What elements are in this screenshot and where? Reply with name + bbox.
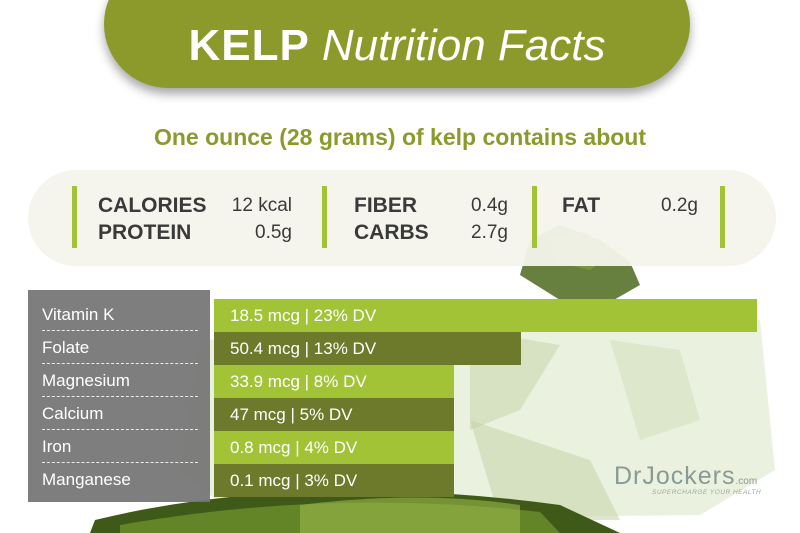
fat-label: FAT bbox=[562, 194, 601, 217]
nutrient-label: Manganese bbox=[42, 470, 131, 489]
fiber-label: FIBER bbox=[354, 194, 417, 217]
logo-text: DrJockers bbox=[614, 462, 736, 490]
protein-value: 0.5g bbox=[255, 222, 292, 243]
macro-divider bbox=[720, 186, 725, 248]
carbs-label: CARBS bbox=[354, 221, 429, 244]
bar-value-label: 0.1 mcg | 3% DV bbox=[230, 471, 358, 490]
bar-value-label: 18.5 mcg | 23% DV bbox=[230, 306, 377, 325]
nutrient-bar bbox=[214, 332, 521, 365]
drjockers-logo: DrJockers.com SUPERCHARGE YOUR HEALTH bbox=[614, 462, 764, 496]
title-kelp: KELP bbox=[188, 21, 310, 70]
serving-subtitle: One ounce (28 grams) of kelp contains ab… bbox=[153, 124, 647, 150]
logo-suffix: .com bbox=[735, 476, 758, 487]
macro-divider bbox=[322, 186, 327, 248]
fiber-value: 0.4g bbox=[471, 195, 508, 216]
fat-value: 0.2g bbox=[661, 195, 698, 216]
page-title: KELP Nutrition Facts bbox=[104, 16, 690, 76]
bar-value-label: 47 mcg | 5% DV bbox=[230, 405, 353, 424]
nutrient-bar bbox=[214, 431, 454, 464]
macro-divider bbox=[72, 186, 77, 248]
nutrient-bar bbox=[214, 398, 454, 431]
nutrient-label: Vitamin K bbox=[42, 304, 198, 331]
nutrient-bar bbox=[214, 299, 757, 332]
protein-label: PROTEIN bbox=[98, 221, 192, 244]
nutrient-label: Iron bbox=[42, 436, 198, 463]
nutrient-label: Calcium bbox=[42, 403, 198, 430]
nutrient-bar bbox=[214, 365, 454, 398]
bar-value-label: 50.4 mcg | 13% DV bbox=[230, 339, 377, 358]
calories-label: CALORIES bbox=[98, 194, 207, 217]
nutrient-label: Magnesium bbox=[42, 370, 198, 397]
macro-summary-panel bbox=[28, 170, 776, 266]
carbs-value: 2.7g bbox=[471, 222, 508, 243]
logo-tagline: SUPERCHARGE YOUR HEALTH bbox=[652, 489, 762, 496]
bar-value-label: 33.9 mcg | 8% DV bbox=[230, 372, 367, 391]
nutrient-bar bbox=[214, 464, 454, 497]
macro-divider bbox=[532, 186, 537, 248]
title-nutrition-facts: Nutrition Facts bbox=[321, 21, 606, 70]
bar-value-label: 0.8 mcg | 4% DV bbox=[230, 438, 358, 457]
nutrient-label: Folate bbox=[42, 337, 198, 364]
title-banner bbox=[104, 0, 690, 88]
calories-value: 12 kcal bbox=[231, 195, 292, 216]
